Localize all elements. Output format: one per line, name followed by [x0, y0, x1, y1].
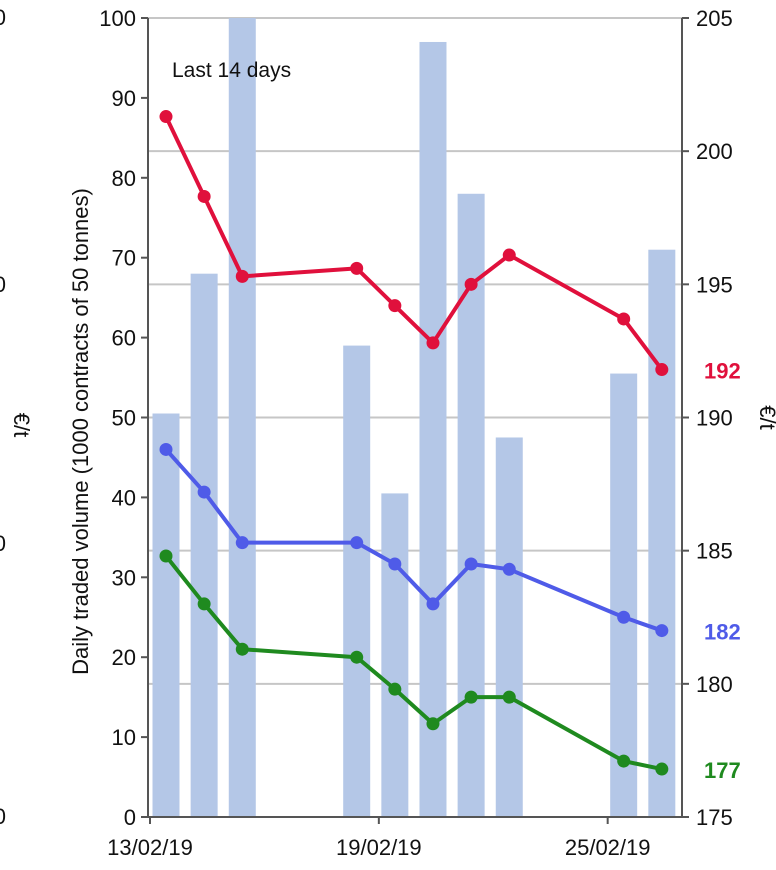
chart-text: 0 10 20 30 40 50 60 70 80 90 100 175 180 185 190 195 200…: [0, 5, 776, 860]
price-lines: [159, 110, 669, 776]
price-point: [426, 717, 440, 731]
left-tick-label: 0: [124, 805, 136, 830]
price-point: [159, 110, 173, 124]
price-point: [350, 261, 364, 275]
price-point: [350, 650, 364, 664]
left-tick-label: 100: [99, 6, 136, 31]
price-point: [388, 682, 402, 696]
x-tick-label: 19/02/19: [336, 835, 422, 860]
price-point: [235, 536, 249, 550]
right-tick-label: 190: [696, 406, 733, 431]
x-tick-label: 25/02/19: [565, 835, 651, 860]
series-end-label: 192: [704, 359, 741, 384]
volume-bar: [495, 437, 523, 817]
right-tick-label: 200: [696, 139, 733, 164]
right-tick-label: 180: [696, 672, 733, 697]
price-point: [426, 336, 440, 350]
left-tick-label: 40: [112, 485, 136, 510]
price-line: [164, 115, 664, 371]
outer-tick-label: 0: [0, 5, 6, 30]
price-line: [164, 448, 663, 633]
price-point: [464, 557, 478, 571]
price-point: [350, 536, 364, 550]
outer-tick-label: 0: [0, 272, 6, 297]
volume-bar: [419, 41, 447, 818]
left-tick-label: 80: [112, 166, 136, 191]
volume-bar: [648, 249, 676, 817]
annotation-label: Last 14 days: [172, 59, 291, 82]
price-point: [464, 277, 478, 291]
price-point: [388, 557, 402, 571]
right-axis-title: €/t: [755, 405, 776, 429]
right-tick-label: 195: [696, 272, 733, 297]
volume-bar: [381, 493, 409, 817]
left-tick-label: 20: [112, 645, 136, 670]
right-tick-label: 205: [696, 6, 733, 31]
outer-tick-label: 0: [0, 531, 6, 556]
price-point: [197, 485, 211, 499]
x-tick-label: 13/02/19: [107, 835, 193, 860]
price-point: [655, 762, 669, 776]
price-point: [464, 690, 478, 704]
price-point: [617, 754, 631, 768]
price-point: [235, 269, 249, 283]
price-point: [159, 442, 173, 456]
price-point: [235, 642, 249, 656]
volume-bar: [610, 373, 638, 817]
left-tick-label: 70: [112, 246, 136, 271]
axes: [141, 17, 689, 824]
right-tick-label: 175: [696, 805, 733, 830]
volume-bars: [152, 18, 676, 818]
price-point: [159, 549, 173, 563]
right-tick-label: 185: [696, 539, 733, 564]
left-tick-label: 50: [112, 406, 136, 431]
price-point: [426, 597, 440, 611]
left-axis-title: Daily traded volume (1000 contracts of 5…: [68, 188, 93, 675]
outer-tick-label: 0: [0, 804, 6, 829]
volume-bar: [228, 18, 256, 817]
left-tick-label: 10: [112, 725, 136, 750]
price-point: [197, 189, 211, 203]
outer-axis-title: €/t: [9, 413, 34, 437]
volume-bar: [190, 273, 218, 817]
series-end-label: 177: [704, 758, 741, 783]
volume-bar: [343, 345, 371, 817]
left-tick-label: 30: [112, 565, 136, 590]
price-point: [502, 690, 516, 704]
volume-bar: [152, 413, 180, 817]
price-point: [197, 597, 211, 611]
price-point: [502, 248, 516, 262]
left-tick-label: 90: [112, 86, 136, 111]
price-point: [502, 562, 516, 576]
price-point: [617, 312, 631, 326]
price-point: [655, 624, 669, 638]
price-point: [388, 299, 402, 313]
price-point: [655, 363, 669, 377]
series-end-label: 182: [704, 620, 741, 645]
price-line: [164, 554, 663, 772]
price-point: [617, 610, 631, 624]
left-tick-label: 60: [112, 326, 136, 351]
